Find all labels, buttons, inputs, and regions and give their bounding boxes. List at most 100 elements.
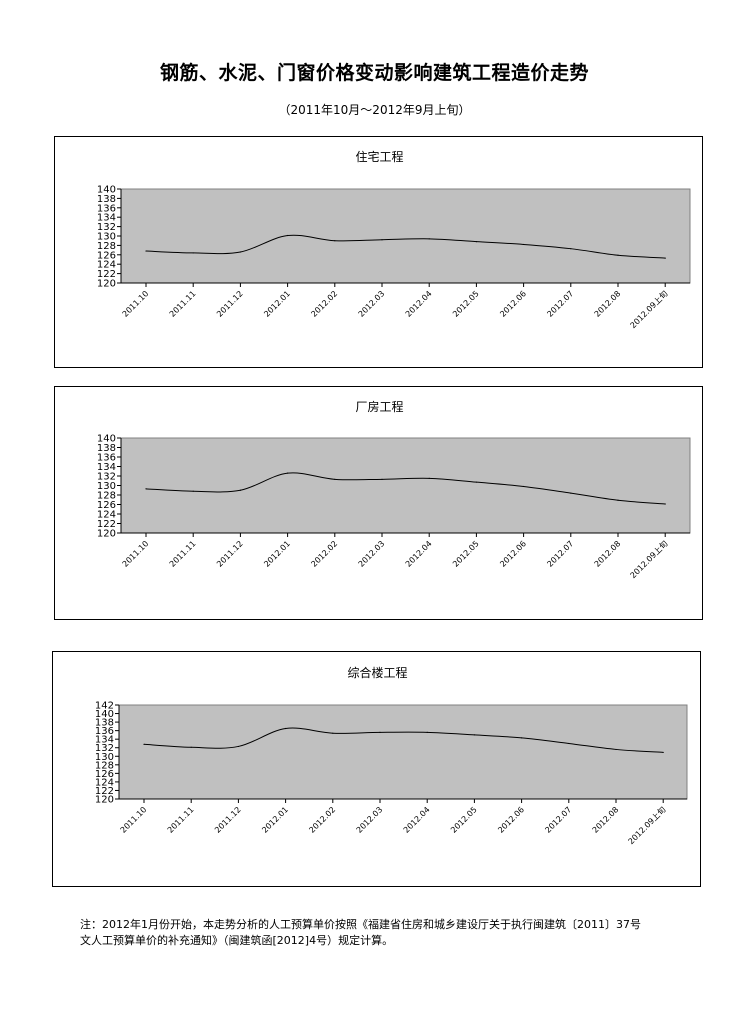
x-tick-label: 2012.07 [543, 805, 573, 835]
y-tick-label: 126 [97, 250, 116, 261]
x-tick-label: 2012.01 [260, 805, 290, 835]
series-line [145, 234, 666, 259]
y-tick-label: 136 [97, 203, 116, 214]
data-point [617, 254, 619, 256]
y-tick-label: 140 [95, 709, 114, 720]
data-point [664, 503, 666, 505]
data-point [145, 250, 147, 252]
plot-area [118, 704, 688, 800]
x-tick-label: 2012.01 [262, 539, 292, 569]
data-point [615, 748, 617, 751]
chart-panel-factory: 厂房工程 120 122 124 126 128 130 132 134 136 138 140 201… [54, 386, 703, 620]
data-point [287, 234, 289, 237]
x-tick-label: 2012.02 [307, 805, 337, 835]
y-tick-label: 140 [97, 434, 116, 445]
y-tick-label: 124 [97, 510, 116, 521]
data-point [617, 499, 619, 501]
chart-title: 厂房工程 [355, 399, 403, 414]
x-tick-label: 2012.09上旬 [628, 288, 670, 330]
x-tick-label: 2012.05 [449, 805, 479, 835]
data-point [428, 477, 430, 479]
footnote: 注：2012年1月份开始，本走势分析的人工预算单价按照《福建省住房和城乡建设厅关… [80, 917, 680, 949]
x-tick-label: 2012.08 [593, 289, 623, 319]
x-tick-label: 2011.10 [119, 805, 149, 835]
data-point [523, 243, 525, 246]
y-tick-label: 132 [97, 472, 116, 483]
y-tick-label: 128 [97, 491, 116, 502]
x-tick-label: 2012.06 [498, 539, 528, 569]
data-point [192, 252, 194, 254]
data-point [475, 241, 477, 243]
data-point [334, 478, 336, 480]
data-point [285, 727, 287, 730]
data-point [662, 751, 664, 754]
y-tick-label: 124 [95, 777, 114, 788]
data-point [143, 743, 145, 745]
x-tick-label: 2011.10 [121, 289, 151, 319]
data-point [332, 732, 334, 734]
y-tick-label: 134 [95, 735, 114, 746]
y-tick-label: 134 [97, 213, 116, 224]
x-tick-label: 2012.02 [309, 539, 339, 569]
y-tick-label: 130 [95, 752, 114, 763]
x-tick-label: 2012.09上旬 [628, 538, 670, 580]
x-tick-label: 2012.09上旬 [626, 804, 668, 846]
y-tick-label: 126 [97, 500, 116, 511]
x-tick-label: 2012.05 [451, 289, 481, 319]
y-tick-label: 120 [95, 795, 114, 806]
x-tick-label: 2012.07 [545, 289, 575, 319]
x-tick-label: 2012.01 [262, 289, 292, 319]
data-point [523, 485, 525, 488]
data-point [190, 746, 192, 748]
x-tick-label: 2012.08 [591, 805, 621, 835]
y-tick-label: 136 [95, 726, 114, 737]
chart-title: 住宅工程 [355, 149, 403, 164]
x-tick-label: 2012.08 [593, 539, 623, 569]
page-title: 钢筋、水泥、门窗价格变动影响建筑工程造价走势 [159, 62, 589, 84]
y-tick-label: 122 [95, 786, 114, 797]
y-tick-label: 138 [97, 194, 116, 205]
chart-panel-residential: 住宅工程 120 122 124 126 128 130 132 134 136 138 140 201… [54, 136, 703, 368]
y-tick-label: 130 [97, 481, 116, 492]
data-point [568, 742, 570, 745]
data-point [145, 488, 147, 490]
y-tick-label: 134 [97, 462, 116, 473]
x-tick-label: 2012.03 [357, 289, 387, 319]
plot-area [120, 437, 691, 534]
data-point [570, 248, 572, 250]
y-tick-label: 132 [95, 743, 114, 754]
y-tick-label: 136 [97, 453, 116, 464]
x-tick-label: 2011.12 [215, 539, 245, 569]
data-point [475, 481, 477, 483]
footnote-line-1: 注：2012年1月份开始，本走势分析的人工预算单价按照《福建省住房和城乡建设厅关… [80, 918, 641, 931]
y-tick-label: 138 [97, 443, 116, 454]
y-tick-label: 140 [97, 185, 116, 196]
data-point [381, 239, 383, 241]
data-point [379, 731, 381, 733]
x-tick-label: 2012.04 [404, 289, 434, 319]
data-point [334, 240, 336, 242]
x-tick-label: 2011.11 [168, 289, 198, 319]
y-tick-label: 132 [97, 222, 116, 233]
plot-area [120, 188, 691, 284]
data-point [239, 489, 241, 491]
x-tick-label: 2012.05 [451, 539, 481, 569]
y-tick-label: 124 [97, 260, 116, 271]
y-tick-label: 120 [97, 279, 116, 290]
x-tick-label: 2012.04 [404, 539, 434, 569]
data-point [287, 472, 289, 474]
y-tick-label: 122 [97, 519, 116, 530]
x-tick-label: 2012.04 [402, 805, 432, 835]
data-point [428, 238, 430, 240]
y-tick-label: 130 [97, 232, 116, 243]
y-tick-label: 120 [97, 529, 116, 540]
data-point [237, 745, 239, 748]
series-line [143, 727, 664, 753]
y-tick-label: 126 [95, 769, 114, 780]
y-tick-label: 128 [97, 241, 116, 252]
footnote-line-2: 文人工预算单价的补充通知》（闽建筑函[2012]4号）规定计算。 [80, 934, 394, 947]
data-point [664, 257, 666, 259]
page-subtitle: （2011年10月～2012年9月上旬） [278, 103, 471, 117]
